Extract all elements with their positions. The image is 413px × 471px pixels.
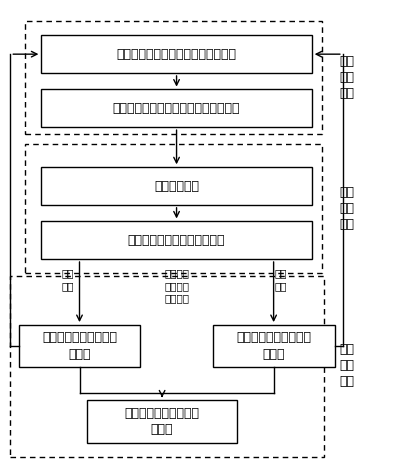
Text: 比较实况流量和预设流量大小: 比较实况流量和预设流量大小 [128, 234, 225, 247]
Bar [213, 325, 335, 367]
Text: 计算实况流量: 计算实况流量 [154, 179, 199, 193]
Bar [87, 400, 237, 443]
Bar [10, 276, 324, 457]
Bar [41, 221, 312, 259]
Bar [41, 89, 312, 127]
Text: 样气
监测
模块: 样气 监测 模块 [339, 55, 354, 100]
Text: 分析
控制
模块: 分析 控制 模块 [339, 186, 354, 231]
Text: 流量
偏大: 流量 偏大 [62, 268, 74, 291]
Text: 电机上升，扩大阀口通
量面积: 电机上升，扩大阀口通 量面积 [236, 332, 311, 361]
Text: 流量
偏小: 流量 偏小 [275, 268, 287, 291]
Text: 压力传感器实时监测差压、绝压数据: 压力传感器实时监测差压、绝压数据 [116, 48, 237, 61]
Text: 流量偏差
在正常误
差范围内: 流量偏差 在正常误 差范围内 [164, 268, 189, 303]
Text: 固定电机位置，保持流
量恒定: 固定电机位置，保持流 量恒定 [125, 407, 199, 436]
Bar [25, 144, 322, 273]
Bar [19, 325, 140, 367]
Bar [41, 35, 312, 73]
Text: 温湿度传感器实时监测温度、湿度数据: 温湿度传感器实时监测温度、湿度数据 [113, 102, 240, 115]
Bar [25, 21, 322, 134]
Bar [41, 167, 312, 205]
Text: 电机
调节
模块: 电机 调节 模块 [339, 343, 354, 389]
Text: 电机下降，缩小阀口通
量面积: 电机下降，缩小阀口通 量面积 [42, 332, 117, 361]
